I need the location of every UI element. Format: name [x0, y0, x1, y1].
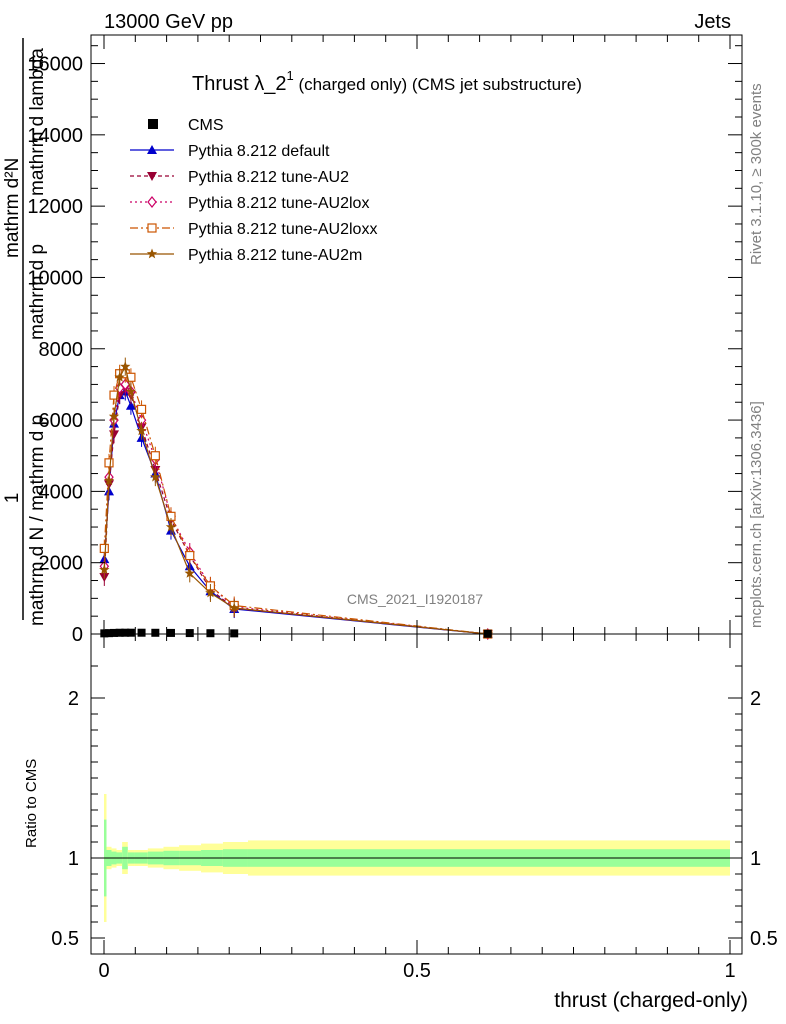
legend-label: Pythia 8.212 default — [188, 143, 330, 160]
ratio-plot-frame — [90, 633, 743, 955]
series-point — [99, 564, 110, 575]
ratio-y-tick-label-left: 0.5 — [51, 928, 79, 950]
series-point — [104, 458, 114, 468]
legend-marker — [147, 196, 157, 208]
legend-entry-4: Pythia 8.212 tune-AU2loxx — [130, 221, 377, 238]
legend-entry-1: Pythia 8.212 default — [130, 143, 330, 160]
series-point — [120, 361, 131, 371]
x-tick-label: 0 — [98, 960, 109, 982]
cms-data-point — [166, 628, 175, 637]
legend-label: Pythia 8.212 tune-AU2loxx — [188, 221, 377, 238]
main-y-tick-label: 10000 — [27, 267, 83, 289]
cms-data-point — [206, 629, 215, 638]
ratio-y-tick-label-right: 0.5 — [750, 928, 778, 950]
cms-data-point — [137, 628, 146, 637]
legend-marker — [146, 248, 158, 259]
ratio-y-tick-label-left: 2 — [68, 688, 79, 710]
main-y-tick-label: 8000 — [39, 339, 84, 361]
ratio-y-tick-label-right: 2 — [750, 688, 761, 710]
cms-data-points — [100, 628, 492, 638]
ratio-y-tick-label-left: 1 — [68, 848, 79, 870]
series-point — [103, 475, 115, 486]
title-rest: (charged only) (CMS jet substructure) — [294, 75, 582, 94]
legend-marker — [147, 145, 157, 154]
svg-text:Thrust λ_21 (charged only) (CM: Thrust λ_21 (charged only) (CMS jet subs… — [192, 68, 582, 95]
legend-entry-5: Pythia 8.212 tune-AU2m — [130, 247, 362, 264]
ratio-uncertainty-bands — [91, 794, 742, 922]
legend-label: CMS — [188, 117, 224, 134]
main-y-axis-label: 1 mathrm d N / mathrm d p mathrm d p mat… — [2, 38, 48, 626]
series-point — [165, 521, 177, 532]
series-point — [205, 587, 216, 598]
cms-data-point — [151, 628, 160, 637]
ylabel-dlambda: mathrm d lambda — [27, 48, 48, 196]
chart-title: Thrust λ_21 (charged only) (CMS jet subs… — [192, 68, 582, 95]
series-point — [150, 451, 160, 461]
title-main: Thrust λ_2 — [192, 73, 286, 95]
ylabel-d2n: mathrm d²N — [2, 158, 23, 258]
series-point — [109, 390, 119, 400]
cms-data-point — [105, 629, 114, 638]
main-y-tick-label: 6000 — [39, 410, 84, 432]
legend: CMS Pythia 8.212 default Pythia 8.212 tune… — [130, 117, 377, 264]
cms-data-point — [185, 629, 194, 638]
main-y-tick-label: 0 — [72, 624, 83, 646]
series-point — [114, 371, 125, 382]
ratio-y-axis-label: Ratio to CMS — [23, 759, 40, 848]
legend-label: Pythia 8.212 tune-AU2 — [188, 169, 349, 186]
legend-entry-0: CMS — [148, 117, 224, 134]
legend-label: Pythia 8.212 tune-AU2lox — [188, 195, 369, 212]
main-series-group — [99, 357, 493, 640]
ylabel-dp: mathrm d p — [27, 244, 48, 340]
legend-marker — [148, 119, 158, 129]
series-point — [136, 404, 147, 414]
series-point — [150, 471, 161, 482]
cms-data-point — [126, 628, 135, 637]
main-y-tick-label: 2000 — [39, 553, 84, 575]
process-label: Jets — [694, 11, 731, 33]
cms-data-point — [121, 628, 130, 637]
series-point — [126, 372, 136, 382]
x-axis-label: thrust (charged-only) — [554, 989, 748, 1012]
x-tick-label: 0.5 — [403, 960, 431, 982]
ratio-y-tick-label-right: 1 — [750, 848, 761, 870]
energy-label: 13000 GeV pp — [104, 11, 233, 33]
x-tick-label: 1 — [724, 960, 735, 982]
main-y-tick-label: 4000 — [39, 481, 84, 503]
title-superscript: 1 — [286, 68, 293, 83]
ylabel-dn-dp: mathrm d N / mathrm d p — [27, 415, 48, 626]
cms-data-point — [115, 628, 124, 637]
main-y-tick-label: 12000 — [27, 196, 83, 218]
mcplots-label: mcplots.cern.ch [arXiv:1306.3436] — [748, 401, 765, 628]
legend-marker — [147, 223, 157, 233]
legend-entry-3: Pythia 8.212 tune-AU2lox — [130, 195, 369, 212]
legend-entry-2: Pythia 8.212 tune-AU2 — [130, 169, 349, 186]
series-point — [185, 550, 195, 561]
analysis-watermark: CMS_2021_I1920187 — [347, 591, 483, 607]
series-point — [184, 567, 195, 578]
cms-data-point — [230, 629, 239, 638]
series-point — [108, 411, 120, 421]
main-y-tick-label: 14000 — [27, 125, 83, 147]
axes-group: 0 2000 4000 6000 8000 10000 12000 14000 16000 0 0.… — [27, 35, 778, 982]
rivet-label: Rivet 3.1.10, ≥ 300k events — [748, 83, 765, 265]
series-4 — [99, 357, 493, 639]
series-point — [229, 602, 240, 613]
ylabel-numerator-one: 1 — [2, 493, 23, 504]
legend-label: Pythia 8.212 tune-AU2m — [188, 247, 362, 264]
legend-marker — [147, 172, 157, 181]
series-point — [136, 425, 147, 436]
series-point — [120, 378, 131, 391]
cms-data-point — [110, 628, 119, 637]
series-point — [99, 543, 109, 554]
series-point — [125, 400, 136, 410]
main-y-tick-label: 16000 — [27, 54, 83, 76]
series-point — [125, 386, 137, 396]
